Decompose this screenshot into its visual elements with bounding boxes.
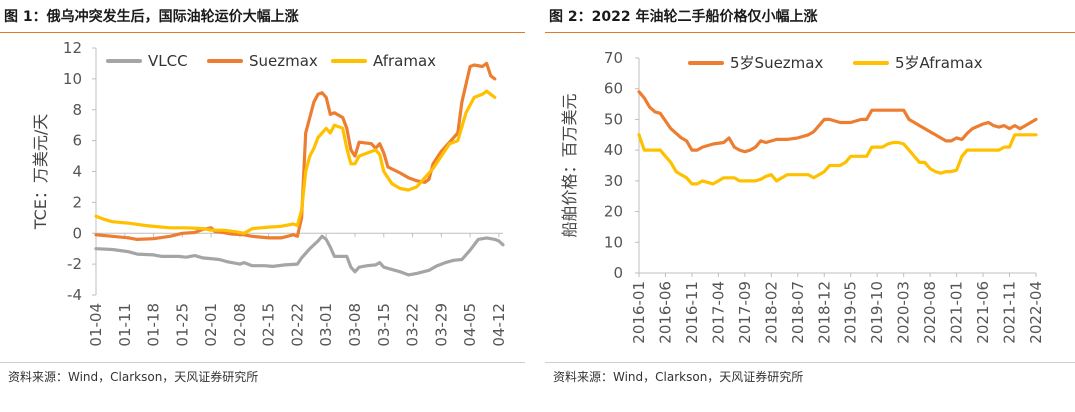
figure-title: 图 2：2022 年油轮二手船价格仅小幅上涨	[549, 9, 818, 25]
y-tick-label: 6	[72, 132, 82, 150]
title-rule	[0, 32, 525, 33]
x-tick-label: 03-01	[317, 303, 335, 347]
x-tick-label: 2016-01	[630, 281, 648, 344]
legend-label: VLCC	[148, 52, 188, 70]
x-tick-label: 03-15	[375, 303, 393, 347]
legend-label: Suezmax	[249, 52, 318, 70]
title-rule	[545, 32, 1075, 33]
y-tick-label: 4	[72, 163, 82, 181]
y-tick-label: -2	[67, 255, 82, 273]
footer-rule	[0, 362, 525, 363]
x-tick-label: 03-08	[346, 303, 364, 347]
y-tick-label: 50	[604, 110, 623, 128]
x-tick-label: 01-11	[116, 303, 134, 347]
x-tick-label: 01-25	[173, 303, 191, 347]
series-line-VLCC	[94, 234, 505, 277]
x-tick-label: 03-22	[404, 303, 422, 347]
x-tick-label: 2019-05	[842, 281, 860, 344]
y-tick-label: 0	[613, 264, 623, 282]
x-tick-label: 2021-06	[974, 281, 992, 344]
chart-panel-1: 图 1：俄乌冲突发生后，国际油轮运价大幅上涨 -4 -2 0 2 4 6 8 10 12 01-0…	[0, 0, 525, 412]
x-tick-label: 2018-07	[789, 281, 807, 344]
source-note: 资料来源：Wind，Clarkson，天风证券研究所	[8, 370, 259, 384]
y-tick-label: 10	[63, 70, 82, 88]
y-axis-title: TCE：万美元/天	[31, 114, 50, 231]
chart-panel-2: 图 2：2022 年油轮二手船价格仅小幅上涨 0 10 20 30 40 50 60 70 20…	[545, 0, 1075, 412]
y-tick-label: 40	[604, 141, 623, 159]
x-tick-label: 02-15	[260, 303, 278, 347]
x-tick-label: 2020-08	[921, 281, 939, 344]
y-tick-label: 12	[63, 39, 82, 57]
line-chart-ship-price: 0 10 20 30 40 50 60 70 2016-01 2016-06 2016-11 2017…	[560, 49, 1045, 344]
x-tick-label: 2021-11	[1001, 281, 1019, 344]
x-tick-label: 2017-04	[709, 281, 727, 344]
x-tick-label: 2020-03	[895, 281, 913, 344]
x-tick-label: 02-22	[288, 303, 306, 347]
y-tick-label: 60	[604, 80, 623, 98]
y-tick-label: 20	[604, 203, 623, 221]
y-tick-label: 2	[72, 193, 82, 211]
x-tick-label: 01-18	[145, 303, 163, 347]
legend-label: 5岁Aframax	[895, 54, 983, 72]
x-tick-label: 2021-01	[948, 281, 966, 344]
series-line-Suezmax	[94, 61, 497, 241]
y-tick-label: 8	[72, 101, 82, 119]
x-tick-label: 01-04	[87, 303, 105, 347]
series-line-5岁Aframax	[637, 133, 1038, 186]
series-line-Aframax	[94, 89, 497, 235]
y-tick-label: 30	[604, 172, 623, 190]
y-tick-label: 70	[604, 49, 623, 67]
footer-rule	[545, 362, 1075, 363]
legend-label: 5岁Suezmax	[730, 54, 823, 72]
y-axis-title: 船舶价格：百万美元	[560, 93, 579, 237]
series-line-5岁Suezmax	[637, 90, 1038, 154]
x-tick-label: 03-29	[432, 303, 450, 347]
y-tick-label: -4	[67, 286, 82, 304]
x-tick-label: 2016-11	[683, 281, 701, 344]
source-note: 资料来源：Wind，Clarkson，天风证券研究所	[553, 370, 804, 384]
line-chart-tce: -4 -2 0 2 4 6 8 10 12 01-04 01-11 01-18 01-25 02-01 02…	[31, 39, 508, 347]
x-tick-label: 2018-12	[815, 281, 833, 344]
figure-title: 图 1：俄乌冲突发生后，国际油轮运价大幅上涨	[4, 9, 299, 25]
x-tick-label: 2018-02	[762, 281, 780, 344]
x-tick-label: 02-01	[202, 303, 220, 347]
x-tick-label: 04-12	[490, 303, 508, 347]
x-tick-label: 2016-06	[656, 281, 674, 344]
x-tick-label: 2017-09	[736, 281, 754, 344]
x-tick-label: 2019-10	[868, 281, 886, 344]
x-tick-label: 02-08	[231, 303, 249, 347]
legend-label: Aframax	[373, 52, 436, 70]
y-tick-label: 0	[72, 224, 82, 242]
y-tick-label: 10	[604, 233, 623, 251]
x-tick-label: 04-05	[461, 303, 479, 347]
x-tick-label: 2022-04	[1027, 281, 1045, 344]
